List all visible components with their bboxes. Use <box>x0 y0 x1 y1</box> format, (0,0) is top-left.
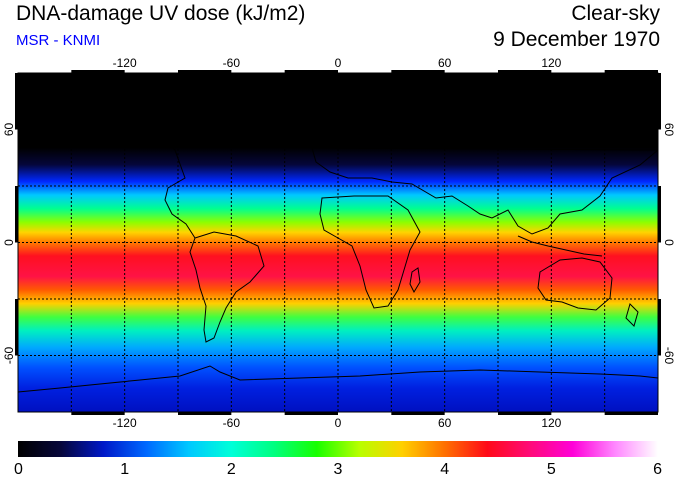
longitude-label-top: -60 <box>223 56 241 70</box>
frame-segment <box>658 299 661 356</box>
latitude-labels: 60 60 0 0 -60 -60 <box>2 123 676 365</box>
graticule <box>18 73 658 412</box>
coastline-antarctica <box>18 365 658 393</box>
longitude-label-bottom: 120 <box>541 416 561 430</box>
coastline-new-zealand <box>625 303 639 327</box>
frame-segment <box>178 70 232 73</box>
frame-segment <box>658 73 661 130</box>
coastline-north-america <box>19 111 196 239</box>
longitude-label-bottom: 0 <box>335 416 342 430</box>
frame-segment <box>15 186 18 243</box>
colorbar-tick-label: 5 <box>547 461 556 478</box>
latitude-label-right: 60 <box>662 123 676 137</box>
coastlines <box>18 95 658 393</box>
frame-segment <box>604 412 658 415</box>
colorbar <box>18 441 658 457</box>
coastline-eurasia <box>309 107 658 235</box>
coastline-africa <box>319 195 421 309</box>
latitude-label-left: 0 <box>2 239 16 246</box>
coastline-madagascar <box>409 267 421 294</box>
longitude-label-bottom: -60 <box>223 416 241 430</box>
longitude-label-top: 0 <box>335 56 342 70</box>
frame-segment <box>498 412 552 415</box>
source-label: MSR - KNMI <box>16 32 101 49</box>
longitude-label-top: -120 <box>113 56 137 70</box>
frame-segment <box>284 70 338 73</box>
longitude-labels: -120 -120 -60 -60 0 0 60 60 120 120 <box>113 56 562 430</box>
frame-segment <box>658 186 661 243</box>
latitude-label-right: 0 <box>662 239 676 246</box>
coastline-greenland <box>261 95 313 141</box>
frame-segment <box>15 73 18 130</box>
frame-segment <box>284 412 338 415</box>
colorbar-tick-label: 3 <box>334 461 343 478</box>
frame-segment <box>391 70 445 73</box>
latitude-label-left: -60 <box>2 347 16 365</box>
frame-segment <box>498 70 552 73</box>
longitude-label-top: 60 <box>438 56 452 70</box>
chart-title: DNA-damage UV dose (kJ/m2) <box>16 2 306 25</box>
map-frame <box>15 70 661 415</box>
colorbar-tick-label: 1 <box>120 461 129 478</box>
frame-segment <box>71 412 125 415</box>
frame-segment <box>604 70 658 73</box>
sky-condition-label: Clear-sky <box>571 2 660 25</box>
frame-segment <box>15 299 18 356</box>
longitude-label-bottom: -120 <box>113 416 137 430</box>
colorbar-tick-label: 0 <box>14 461 23 478</box>
frame-segment <box>71 70 125 73</box>
frame-segment <box>178 412 232 415</box>
colorbar-tick-label: 6 <box>653 461 662 478</box>
latitude-label-left: 60 <box>2 123 16 137</box>
colorbar-tick-label: 4 <box>440 461 449 478</box>
date-label: 9 December 1970 <box>493 28 660 51</box>
latitude-label-right: -60 <box>662 347 676 365</box>
colorbar-tick-label: 2 <box>227 461 236 478</box>
longitude-label-top: 120 <box>541 56 561 70</box>
colorbar-ticks: 0 1 2 3 4 5 6 <box>14 461 662 478</box>
coastline-australia <box>537 257 613 311</box>
frame-segment <box>391 412 445 415</box>
coastline-indonesia <box>517 235 603 257</box>
longitude-label-bottom: 60 <box>438 416 452 430</box>
